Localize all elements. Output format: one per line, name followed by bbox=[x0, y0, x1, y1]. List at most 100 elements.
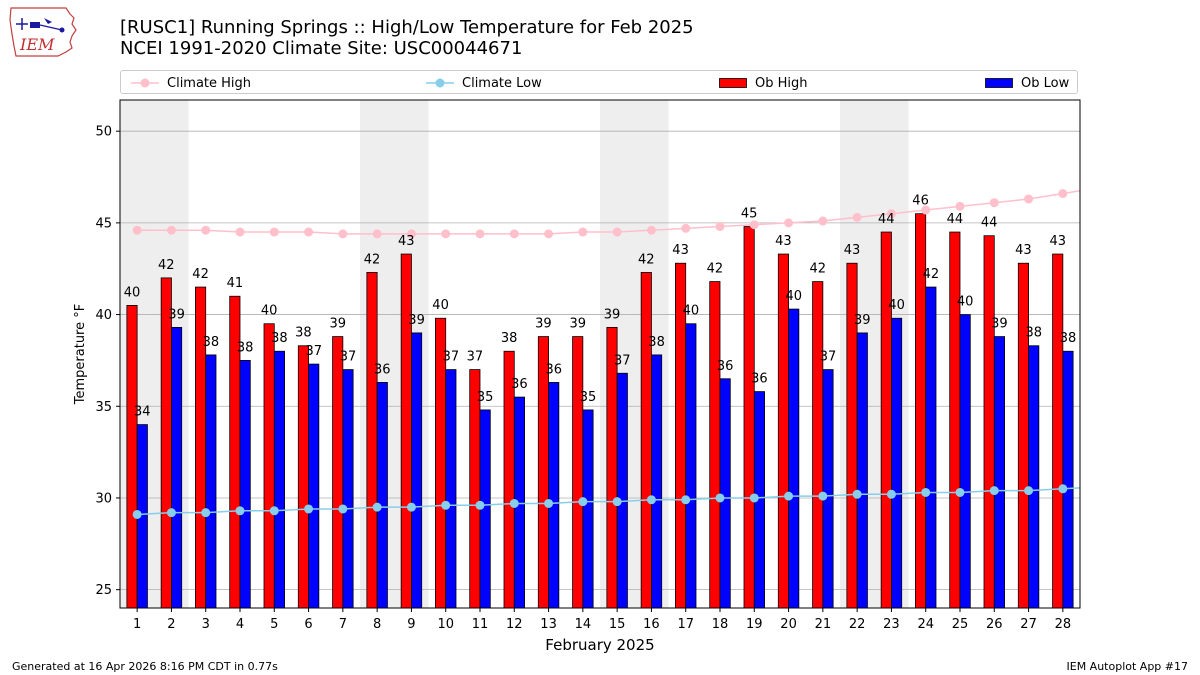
ob-low-bar bbox=[891, 317, 903, 609]
ob-high-bar bbox=[366, 271, 378, 609]
x-tick-label: 17 bbox=[677, 617, 694, 632]
y-tick-label: 45 bbox=[95, 216, 112, 231]
climate-high-point bbox=[201, 225, 211, 235]
climate-low-point bbox=[475, 500, 485, 510]
climate-low-point bbox=[509, 498, 519, 508]
ob-high-label: 43 bbox=[844, 243, 861, 258]
bar-labels: 40 34 42 39 42 38 41 38 40 38 38 37 39 37 42 36 43 39 40 37… bbox=[124, 194, 1077, 420]
ob-high-label: 42 bbox=[158, 258, 175, 273]
generated-timestamp: Generated at 16 Apr 2026 8:16 PM CDT in … bbox=[12, 660, 278, 673]
climate-low-point bbox=[406, 502, 416, 512]
x-tick-label: 28 bbox=[1055, 617, 1072, 632]
ob-low-bar bbox=[376, 382, 388, 609]
ob-high-label: 39 bbox=[604, 307, 621, 322]
legend-climate-low-label: Climate Low bbox=[462, 75, 542, 91]
ob-high-label: 39 bbox=[329, 317, 346, 332]
ob-high-label: 43 bbox=[672, 243, 689, 258]
climate-high-point bbox=[784, 218, 794, 228]
climate-high-point bbox=[304, 227, 314, 237]
climate-high-point bbox=[166, 225, 176, 235]
climate-low-point bbox=[989, 486, 999, 496]
legend-ob-high-label: Ob High bbox=[755, 75, 808, 91]
climate-low-point bbox=[784, 491, 794, 501]
ob-high-bar bbox=[709, 281, 721, 609]
climate-low-point bbox=[921, 487, 931, 497]
climate-high-point bbox=[749, 220, 759, 230]
ob-low-label: 39 bbox=[854, 313, 871, 328]
ob-high-bar bbox=[949, 231, 961, 609]
climate-lines bbox=[132, 189, 1081, 519]
ob-high-label: 37 bbox=[467, 350, 484, 365]
ob-low-bar bbox=[925, 286, 937, 609]
x-tick-label: 20 bbox=[780, 617, 797, 632]
x-tick-label: 16 bbox=[643, 617, 660, 632]
y-tick-label: 50 bbox=[95, 125, 112, 140]
title-line-2: NCEI 1991-2020 Climate Site: USC00044671 bbox=[120, 38, 523, 59]
climate-low-point bbox=[578, 497, 588, 507]
ob-low-label: 40 bbox=[785, 289, 802, 304]
ob-high-label: 43 bbox=[1049, 234, 1066, 249]
climate-high-point bbox=[818, 216, 828, 226]
ob-low-bar bbox=[685, 323, 697, 609]
ob-high-label: 42 bbox=[809, 262, 826, 277]
climate-high-point bbox=[475, 229, 485, 239]
climate-low-point bbox=[269, 506, 279, 516]
ob-low-bar bbox=[856, 332, 868, 609]
ob-high-label: 40 bbox=[261, 304, 278, 319]
climate-high-point bbox=[1058, 189, 1068, 199]
climate-low-point bbox=[886, 489, 896, 499]
ob-low-label: 38 bbox=[271, 331, 288, 346]
ob-low-label: 36 bbox=[545, 362, 562, 377]
ob-high-bar bbox=[983, 235, 995, 609]
climate-high-point bbox=[269, 227, 279, 237]
ob-high-bar bbox=[126, 305, 138, 609]
climate-high-point bbox=[544, 229, 554, 239]
ob-high-bar bbox=[469, 369, 481, 609]
x-axis-label: February 2025 bbox=[545, 636, 654, 654]
x-tick-label: 7 bbox=[339, 617, 347, 632]
ob-high-label: 42 bbox=[707, 262, 724, 277]
ob-low-label: 37 bbox=[340, 350, 357, 365]
ob-high-label: 40 bbox=[124, 285, 141, 300]
climate-low-point bbox=[544, 498, 554, 508]
climate-low-point bbox=[338, 504, 348, 514]
climate-high-point bbox=[886, 209, 896, 219]
legend-ob-high: Ob High bbox=[719, 74, 808, 92]
x-tick-label: 21 bbox=[815, 617, 832, 632]
ob-low-label: 42 bbox=[923, 267, 940, 282]
ob-low-label: 38 bbox=[1025, 326, 1042, 341]
ob-low-label: 40 bbox=[888, 298, 905, 313]
x-tick-label: 19 bbox=[746, 617, 763, 632]
ob-low-bar bbox=[719, 378, 731, 609]
ob-low-bar bbox=[993, 336, 1005, 609]
climate-high-point bbox=[612, 227, 622, 237]
climate-low-point bbox=[681, 495, 691, 505]
ob-low-label: 37 bbox=[305, 344, 322, 359]
iem-logo: IEM bbox=[8, 6, 80, 60]
climate-high-point bbox=[441, 229, 451, 239]
climate-high-point bbox=[681, 223, 691, 233]
ob-low-label: 39 bbox=[168, 307, 185, 322]
x-tick-label: 27 bbox=[1020, 617, 1037, 632]
ob-low-bar bbox=[959, 314, 971, 609]
ob-low-label: 38 bbox=[648, 335, 665, 350]
ob-low-bar bbox=[1028, 345, 1040, 609]
x-tick-label: 4 bbox=[236, 617, 244, 632]
climate-high-point bbox=[989, 198, 999, 208]
x-tick-label: 14 bbox=[575, 617, 592, 632]
y-tick-label: 40 bbox=[95, 308, 112, 323]
ob-low-bar bbox=[651, 354, 663, 609]
climate-low-point bbox=[852, 489, 862, 499]
plot-frame bbox=[119, 99, 1081, 609]
climate-high-swatch bbox=[131, 78, 159, 88]
ob-low-bar bbox=[822, 369, 834, 609]
ob-low-bar bbox=[342, 369, 354, 609]
app-label: IEM Autoplot App #17 bbox=[1066, 660, 1189, 673]
ob-low-label: 40 bbox=[957, 295, 974, 310]
ob-high-bar bbox=[1052, 253, 1064, 609]
legend-climate-low: Climate Low bbox=[426, 74, 542, 92]
ob-high-bar bbox=[572, 336, 584, 609]
ob-low-bar bbox=[308, 363, 320, 609]
chart-title: [RUSC1] Running Springs :: High/Low Temp… bbox=[120, 17, 694, 59]
